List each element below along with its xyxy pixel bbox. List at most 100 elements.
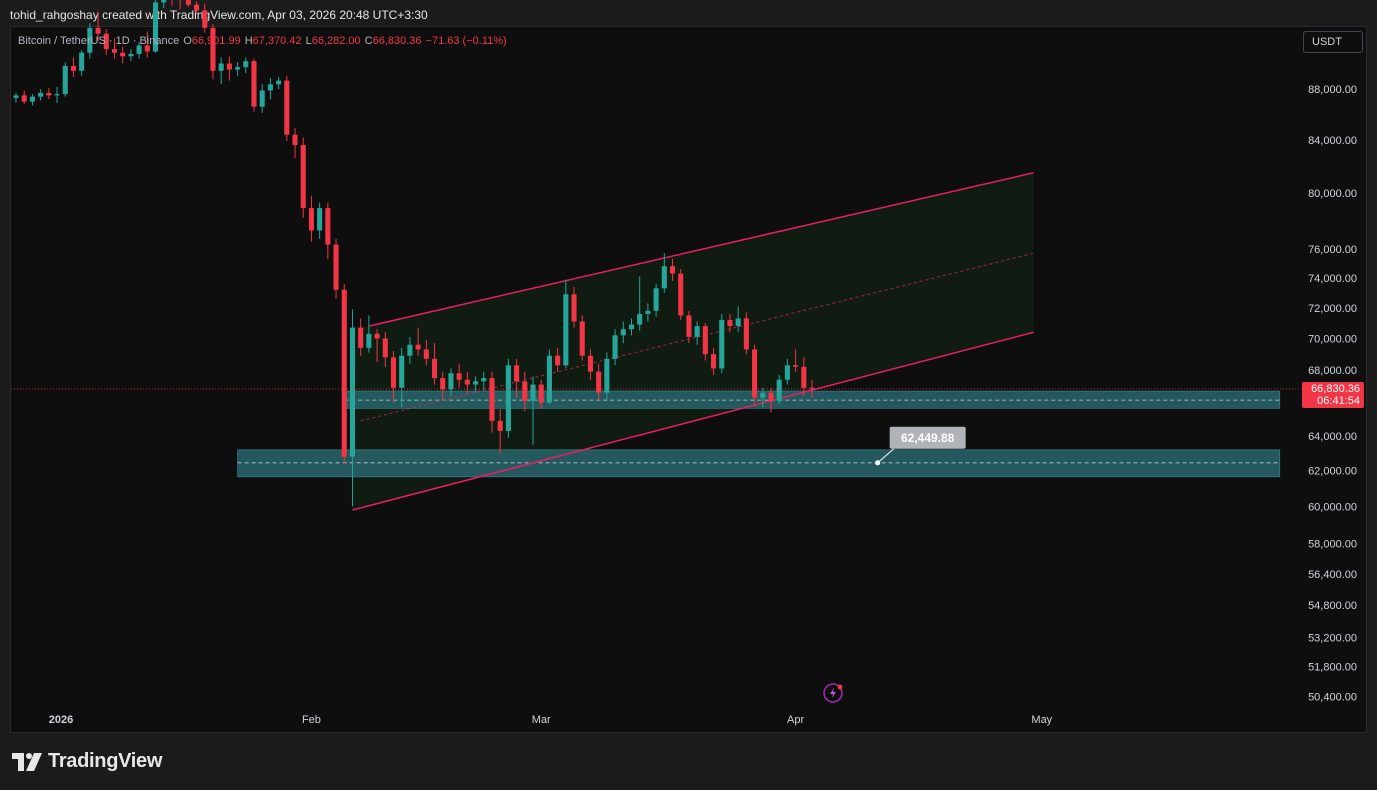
candle-body <box>161 0 167 3</box>
candle-body <box>390 357 397 388</box>
y-axis: 88,000.00 84,000.00 80,000.00 76,000.00 74,0… <box>1308 84 1357 703</box>
support-zone-lower[interactable] <box>237 449 1281 478</box>
candle-body <box>784 365 790 380</box>
candle-body <box>374 333 380 339</box>
candle-body <box>637 313 643 325</box>
candle-body <box>185 0 191 5</box>
candle-body <box>711 354 717 369</box>
candle <box>358 318 364 356</box>
candle-body <box>13 95 19 98</box>
candle-body <box>95 27 101 34</box>
candle-body <box>669 266 676 274</box>
y-tick-label: 53,200.00 <box>1308 632 1357 644</box>
channel-mid-line[interactable] <box>360 252 1034 422</box>
x-tick-label: 2026 <box>49 714 73 726</box>
chart-panel[interactable] <box>10 26 1367 733</box>
candle <box>661 253 667 293</box>
candle <box>760 387 766 408</box>
candle-body <box>103 33 109 50</box>
candle-body <box>46 92 52 96</box>
candle <box>579 315 585 361</box>
candle-body <box>752 349 758 398</box>
channel-lower-line[interactable] <box>352 331 1034 511</box>
candle <box>136 41 142 59</box>
candle <box>538 379 544 410</box>
candle-body <box>678 273 684 316</box>
candle <box>497 409 503 454</box>
candle-body <box>87 27 93 53</box>
y-tick-label: 54,800.00 <box>1308 600 1357 612</box>
candle <box>489 371 495 433</box>
candle-body <box>341 289 347 457</box>
candle-body <box>218 63 224 71</box>
candle-body <box>21 95 27 102</box>
candle <box>374 329 380 363</box>
replay-bolt-icon[interactable] <box>823 683 843 703</box>
candle <box>62 62 68 97</box>
candle <box>210 24 216 80</box>
y-tick-label: 50,400.00 <box>1308 691 1357 703</box>
candle <box>555 347 561 372</box>
callout-pointer <box>877 448 895 464</box>
chart-attribution: tohid_rahgoshay created with TradingView… <box>10 8 428 22</box>
candle <box>333 238 339 299</box>
candle-body <box>620 329 626 336</box>
candle <box>628 318 635 336</box>
channel-upper-line[interactable] <box>368 172 1034 327</box>
candle-body <box>317 208 323 231</box>
candle <box>530 376 536 445</box>
candle-body <box>300 145 306 209</box>
symbol-title[interactable]: Bitcoin / TetherUS · 1D · Binance <box>18 35 180 47</box>
candle <box>325 202 331 259</box>
price-callout-layer: 62,449.88 <box>875 426 966 466</box>
candle <box>793 349 799 372</box>
low-value: 66,282.00 <box>311 35 361 47</box>
candle-body <box>308 208 314 231</box>
candle-body <box>284 80 290 135</box>
candle-body <box>768 392 774 401</box>
candle-body <box>793 365 799 367</box>
candle <box>120 46 126 64</box>
candle-body <box>415 344 421 350</box>
candle-body <box>144 45 150 52</box>
callout-anchor[interactable] <box>875 460 881 466</box>
candle-body <box>358 327 364 348</box>
candle <box>653 283 659 317</box>
channel-fill <box>352 172 1034 511</box>
candles-layer <box>13 0 815 507</box>
currency-button[interactable]: USDT <box>1303 31 1363 53</box>
candle-body <box>226 63 232 70</box>
y-tick-label: 72,000.00 <box>1308 303 1357 315</box>
candle-body <box>514 365 520 382</box>
candle-body <box>760 392 766 398</box>
candle <box>185 0 191 7</box>
callout-box[interactable] <box>889 426 966 449</box>
x-tick-label: Feb <box>302 714 321 726</box>
candle <box>801 357 807 396</box>
candle <box>54 86 60 103</box>
candle-body <box>29 96 35 102</box>
candle <box>308 195 314 242</box>
candle <box>752 344 758 406</box>
candle-body <box>686 315 692 337</box>
candle <box>637 276 643 331</box>
candle <box>768 387 774 413</box>
candle-body <box>54 94 60 96</box>
tradingview-brand[interactable]: TradingView <box>12 750 162 773</box>
y-tick-label: 60,000.00 <box>1308 501 1357 513</box>
candle <box>341 283 347 464</box>
candle-body <box>481 378 487 382</box>
symbol-legend: Bitcoin / TetherUS · 1D · Binance O66,901… <box>18 35 507 47</box>
candle-body <box>596 371 602 393</box>
candle-body <box>193 4 200 11</box>
candle-body <box>538 384 544 403</box>
candle <box>571 286 577 328</box>
candle-body <box>333 244 339 290</box>
y-tick-label: 74,000.00 <box>1308 273 1357 285</box>
candle <box>390 350 397 403</box>
candle <box>563 279 569 369</box>
candle-body <box>579 321 585 356</box>
candle-body <box>571 294 577 322</box>
